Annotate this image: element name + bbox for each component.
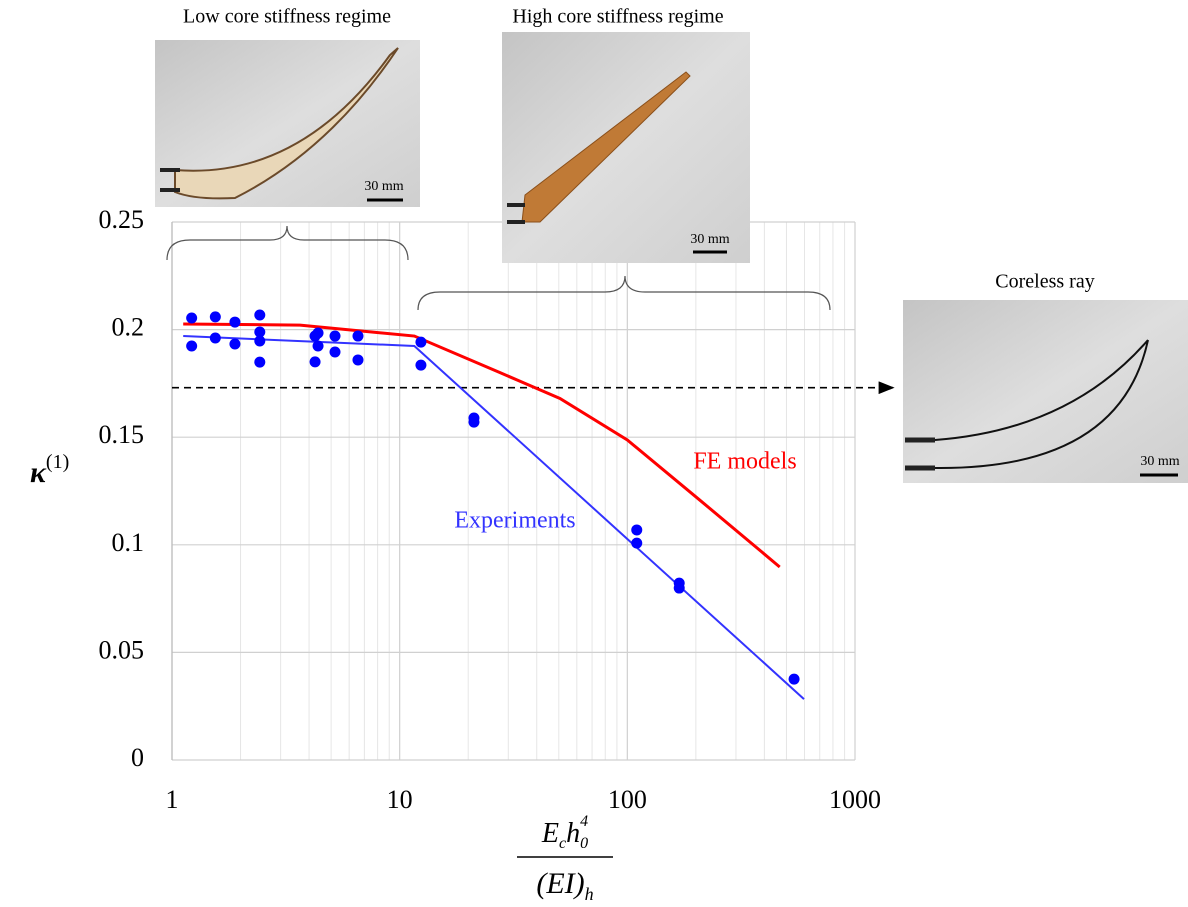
data-point (631, 524, 643, 536)
data-point (673, 582, 685, 594)
data-point (329, 330, 341, 342)
data-point (415, 336, 427, 348)
photo: 30 mm (502, 32, 750, 263)
data-point (352, 354, 364, 366)
series-label: Experiments (454, 508, 575, 534)
data-point (312, 327, 324, 339)
x-label-part: h (585, 884, 594, 904)
data-point (788, 673, 800, 685)
data-point (352, 330, 364, 342)
data-point (312, 340, 324, 352)
data-point (631, 537, 643, 549)
y-tick-label: 0.25 (99, 205, 145, 234)
y-tick-label: 0.2 (112, 313, 145, 342)
x-tick-label: 10 (387, 785, 413, 814)
x-tick-label: 1 (166, 785, 179, 814)
image-title: Low core stiffness regime (183, 6, 391, 28)
series-label: FE models (693, 449, 796, 475)
plot-area: 1 10 100 1000 0 0.05 0.1 0.15 0.2 0.25 FE models Ex… (99, 205, 895, 814)
photo: 30 mm (155, 40, 420, 207)
brace (166, 225, 409, 261)
data-point (209, 311, 221, 323)
data-point (415, 359, 427, 371)
data-point (186, 340, 198, 352)
data-point (254, 309, 266, 321)
data-point (186, 312, 198, 324)
data-point (468, 416, 480, 428)
image-title: Coreless ray (995, 271, 1094, 293)
x-label-part: h (566, 818, 580, 849)
scale-label: 30 mm (364, 179, 403, 194)
x-tick-label: 1000 (829, 785, 881, 814)
x-label-numerator: Ech0 4 (541, 813, 588, 852)
brace (417, 275, 831, 311)
x-label-denominator: (EI)h (536, 867, 593, 904)
data-point (254, 356, 266, 368)
data-point (209, 332, 221, 344)
data-point (254, 326, 266, 338)
x-tick-label: 100 (608, 785, 647, 814)
x-label-part: c (559, 835, 566, 852)
y-tick-label: 0.15 (99, 420, 145, 449)
data-point (229, 316, 241, 328)
y-tick-label: 0.05 (99, 635, 145, 664)
x-label-part: 4 (580, 813, 588, 830)
data-point (229, 338, 241, 350)
x-label-part: 0 (580, 835, 588, 852)
y-label-sup: (1) (46, 451, 69, 473)
series-line (183, 322, 781, 569)
scale-label: 30 mm (690, 232, 729, 247)
data-point (309, 356, 321, 368)
y-tick-label: 0.1 (112, 528, 145, 557)
image-title: High core stiffness regime (512, 6, 723, 28)
scale-label: 30 mm (1140, 454, 1179, 469)
y-tick-label: 0 (131, 743, 144, 772)
y-label-base: κ (30, 456, 47, 489)
x-label-part: (EI) (536, 867, 584, 900)
photo: 30 mm (903, 300, 1188, 483)
y-axis-label: κ(1) (30, 451, 69, 489)
data-point (329, 346, 341, 358)
data-point (254, 335, 266, 347)
x-label-part: E (541, 818, 559, 849)
